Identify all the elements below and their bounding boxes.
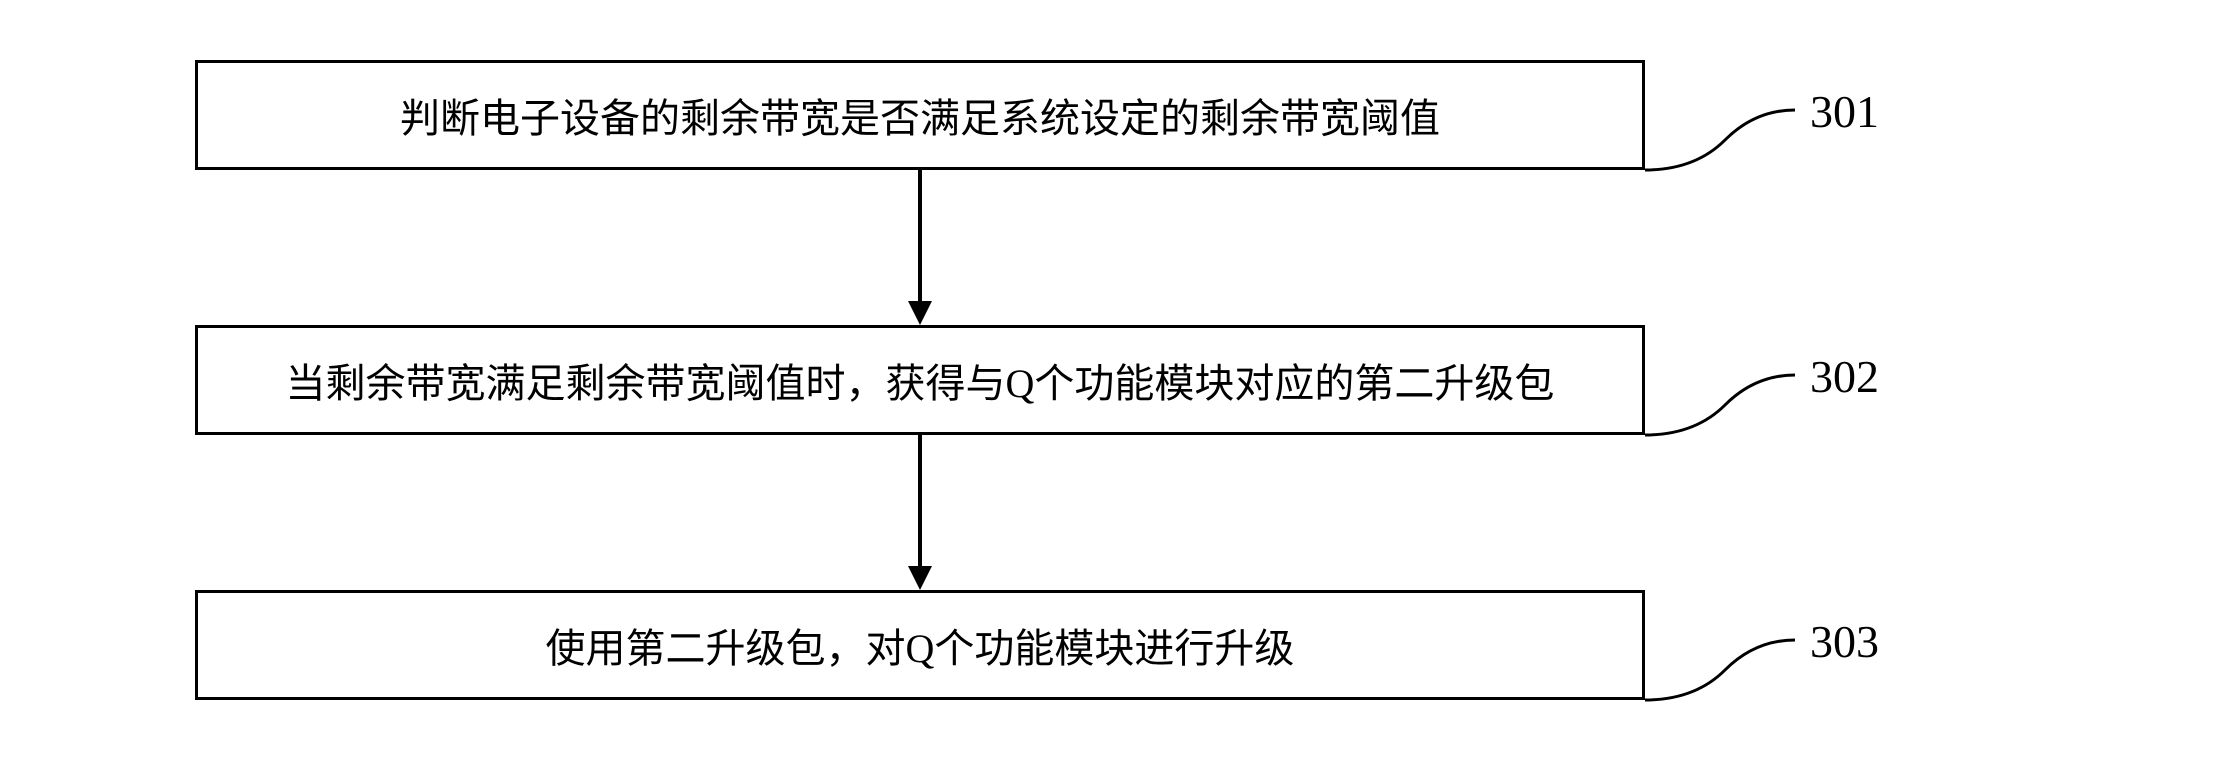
arrow-2-line: [918, 435, 922, 566]
flow-step-2-text: 当剩余带宽满足剩余带宽阈值时，获得与Q个功能模块对应的第二升级包: [286, 351, 1555, 409]
arrow-1-head: [908, 301, 932, 325]
flow-step-2: 当剩余带宽满足剩余带宽阈值时，获得与Q个功能模块对应的第二升级包: [195, 325, 1645, 435]
connector-3: [1645, 630, 1805, 710]
label-303: 303: [1810, 615, 1879, 668]
label-302: 302: [1810, 350, 1879, 403]
flow-step-3-text: 使用第二升级包，对Q个功能模块进行升级: [546, 616, 1295, 674]
flow-step-1: 判断电子设备的剩余带宽是否满足系统设定的剩余带宽阈值: [195, 60, 1645, 170]
flow-step-1-text: 判断电子设备的剩余带宽是否满足系统设定的剩余带宽阈值: [400, 86, 1440, 144]
flowchart-canvas: 判断电子设备的剩余带宽是否满足系统设定的剩余带宽阈值 当剩余带宽满足剩余带宽阈值…: [0, 0, 2233, 759]
connector-2: [1645, 365, 1805, 445]
flow-step-3: 使用第二升级包，对Q个功能模块进行升级: [195, 590, 1645, 700]
label-301: 301: [1810, 85, 1879, 138]
arrow-2-head: [908, 566, 932, 590]
connector-1: [1645, 100, 1805, 180]
arrow-1-line: [918, 170, 922, 301]
